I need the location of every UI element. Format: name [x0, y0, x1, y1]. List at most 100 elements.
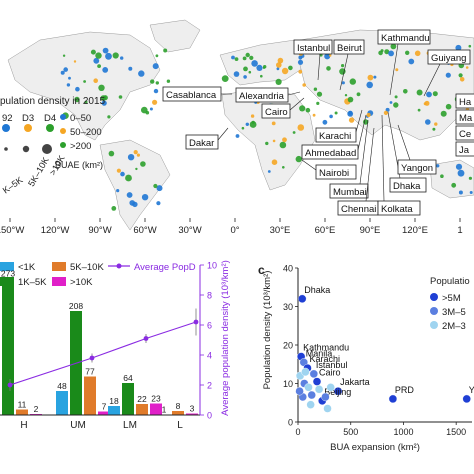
map-city-dot: [155, 54, 159, 58]
city-callouts: Istanbul Beirut Kathmandu Guiyang Casabl…: [162, 29, 474, 216]
map-city-dot: [275, 78, 282, 85]
map-city-dot: [241, 126, 245, 130]
y2-tick-label: 6: [207, 321, 212, 331]
lon-tick-label: 0°: [230, 225, 239, 236]
scatter-point: [388, 394, 398, 404]
callout-karachi: Karachi: [315, 109, 363, 143]
map-city-dot: [356, 92, 361, 97]
map-city-dot: [468, 44, 472, 48]
svg-text:Ahmedabad: Ahmedabad: [305, 148, 356, 159]
bar-value-label: 3: [190, 404, 195, 414]
map-city-dot: [366, 81, 374, 89]
scatter-point-label: Karachi: [309, 354, 340, 364]
map-city-dot: [432, 127, 436, 131]
map-city-dot: [243, 66, 248, 72]
map-city-dot: [469, 191, 473, 194]
map-city-dot: [451, 182, 457, 188]
legend-gt10k: >10K: [70, 277, 93, 288]
y2-tick-label: 4: [207, 351, 212, 361]
bar: [186, 413, 198, 415]
map-city-dot: [101, 100, 107, 106]
map-city-dot: [231, 55, 235, 60]
map-city-dot: [445, 103, 452, 110]
europe-shape: [219, 39, 311, 86]
callout-dakar: Dakar: [185, 127, 229, 150]
scatter-legend-3: 2M–3: [442, 321, 466, 332]
map-city-dot: [459, 77, 465, 82]
map-city-dot: [102, 67, 109, 73]
map-city-dot: [235, 134, 240, 138]
scatter-point: [307, 390, 316, 400]
map-city-dot: [405, 50, 410, 55]
panel-b: <1K 1K–5K 5K–10K >10K Average PopD 27311…: [0, 260, 231, 431]
scatter-point: [301, 367, 310, 377]
map-legend-title: pulation density in 2015: [0, 96, 106, 107]
bar: [108, 406, 120, 415]
map-city-dot: [434, 122, 438, 126]
map-city-dot: [417, 108, 421, 112]
legend-class-dot-2: [60, 128, 66, 134]
callout-ha: Ha: [455, 93, 474, 109]
map-city-dot: [242, 56, 247, 61]
map-city-dot: [221, 75, 229, 82]
svg-text:Guiyang: Guiyang: [431, 53, 466, 64]
scatter-point: [312, 377, 322, 386]
legend-class-dot-3: [60, 142, 66, 148]
map-city-dot: [344, 94, 348, 97]
map-city-dot: [297, 124, 305, 131]
partial-legend-3: D4: [44, 113, 56, 124]
scatter-point-label: YR: [469, 385, 474, 395]
map-city-dot: [233, 71, 240, 77]
map-city-dot: [126, 192, 133, 198]
size-legend-dot-2: [22, 145, 30, 153]
map-city-dot: [436, 164, 440, 168]
map-city-dot: [249, 121, 257, 128]
map-city-dot: [334, 111, 338, 115]
map-city-dot: [347, 96, 354, 103]
map-city-dot: [373, 75, 377, 79]
map-city-dot: [440, 110, 447, 117]
lon-tick-label: 150°W: [0, 225, 24, 236]
bar-category-label: UM: [70, 420, 86, 431]
map-city-dot: [423, 102, 427, 106]
bar-value-label: 22: [137, 394, 147, 404]
bar-value-label: 8: [176, 401, 181, 411]
map-city-dot: [324, 53, 331, 60]
map-city-dot: [63, 67, 68, 72]
bar-value-label: 23: [151, 394, 161, 404]
scatter-x-tick-label: 500: [343, 427, 358, 437]
lon-tick-label: 60°E: [315, 225, 336, 236]
legend-class-1: 0–50: [70, 113, 91, 124]
svg-text:Ce: Ce: [459, 129, 471, 140]
scatter-y-tick-label: 0: [288, 418, 293, 428]
map-city-dot: [249, 55, 254, 61]
svg-text:Dhaka: Dhaka: [393, 181, 421, 192]
legend-class-dot-1: [60, 114, 66, 120]
map-city-dot: [112, 52, 119, 59]
legend-blue-dot: [2, 124, 10, 132]
map-city-dot: [133, 150, 138, 155]
bar-value-label: 208: [69, 301, 83, 311]
scatter-point: [323, 404, 332, 413]
scatter-legend-dot-3: [430, 321, 438, 329]
scatter-point-label: Dhaka: [304, 285, 330, 295]
callout-mumbai: Mumbai: [329, 119, 369, 199]
partial-legend-1: 92: [2, 113, 13, 124]
map-city-dot: [156, 185, 163, 192]
south-america-shape: [99, 139, 171, 231]
legend-5k10k: 5K–10K: [70, 262, 104, 273]
map-city-dot: [90, 49, 96, 55]
map-city-dot: [347, 110, 354, 117]
bar-category-label: H: [20, 420, 27, 431]
map-city-dot: [251, 60, 258, 67]
scatter-point: [326, 383, 335, 392]
lon-tick-label: 30°E: [270, 225, 291, 236]
australia-shape: [429, 159, 474, 199]
map-city-dot: [250, 114, 255, 118]
map-city-dot: [393, 102, 399, 108]
map-city-dot: [84, 100, 88, 104]
legend-avg-popd: Average PopD: [134, 262, 196, 273]
map-city-dot: [302, 83, 307, 87]
